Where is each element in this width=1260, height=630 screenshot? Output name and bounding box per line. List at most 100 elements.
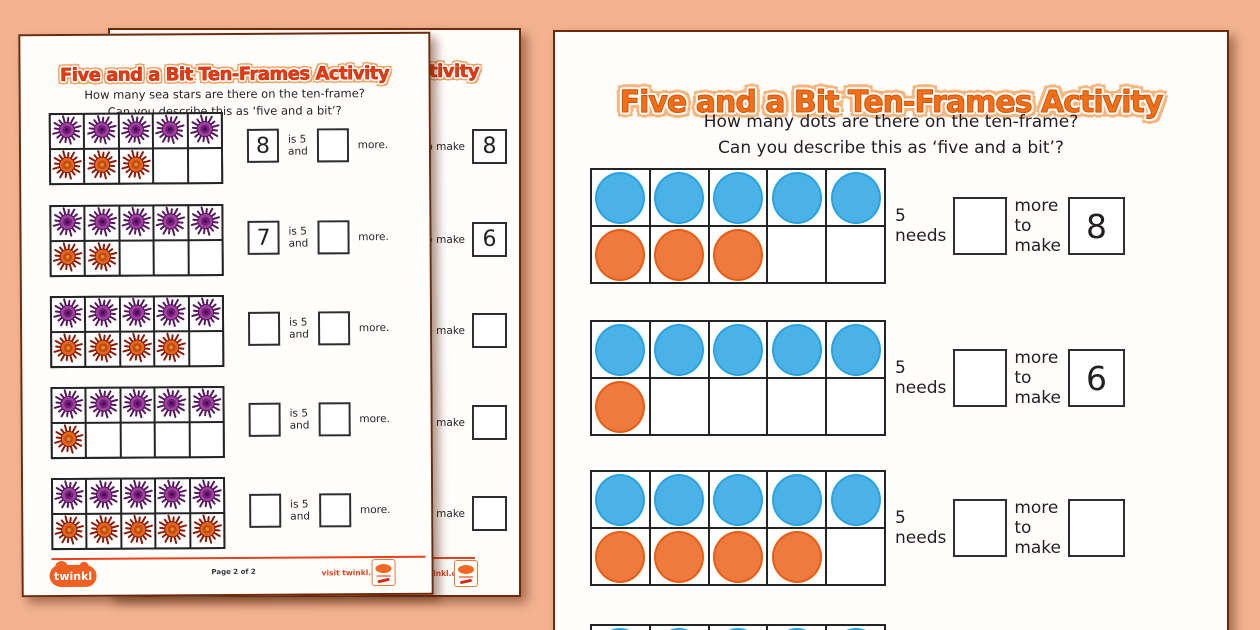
page-title: Five and a Bit Ten-Frames Activity: [619, 84, 1164, 120]
make-box: 8: [1068, 197, 1125, 255]
total-box: [249, 493, 282, 528]
sea-star-purple-icon: [52, 206, 83, 240]
ten-frame-cell: [189, 241, 222, 275]
blue-dot-icon: [654, 473, 705, 526]
ten-frame-cell: [122, 514, 155, 548]
sentence-label: is 5 and: [290, 498, 311, 523]
make-box: 8: [472, 129, 507, 164]
instruction-line-1: How many sea stars are there on the ten-…: [84, 86, 365, 102]
blue-dot-icon: [712, 323, 763, 376]
blue-dot-icon: [830, 473, 881, 526]
make-box: [472, 313, 507, 348]
ten-frame-cell: [650, 227, 708, 282]
ten-frame-cell: [592, 322, 649, 377]
ten-frame-cell: [709, 626, 767, 630]
number-sentence: 5 needs more to make: [895, 498, 1125, 558]
sea-star-orange-icon: [87, 241, 117, 275]
sea-star-purple-icon: [54, 388, 84, 422]
orange-dot-icon: [771, 530, 822, 583]
blue-dot-icon: [595, 171, 646, 224]
ten-frame-cell: [188, 206, 222, 240]
ten-frame-cell: [120, 332, 154, 366]
ten-frame: [590, 320, 886, 436]
ten-frame-cell: [153, 114, 187, 148]
blue-dot-icon: [712, 473, 763, 526]
make-box: [472, 496, 507, 531]
bit-answer-box: [317, 311, 350, 346]
blue-dot-icon: [654, 171, 705, 224]
ten-frame-cell: [827, 227, 884, 282]
sentence-label: more.: [359, 503, 391, 517]
instruction-line-1: How many dots are there on the ten-frame…: [703, 112, 1079, 132]
sentence-label: 5 needs: [895, 508, 947, 548]
bit-answer-box: [318, 402, 351, 437]
needs-answer-box: [953, 197, 1008, 255]
ten-frame-cell: [768, 626, 826, 630]
ten-frame-cell: [121, 423, 155, 457]
ten-frame-cell: [85, 241, 119, 275]
ten-frame-cell: [156, 514, 190, 548]
visit-link: visit twinkl.com: [402, 569, 469, 578]
sea-star-purple-icon: [86, 114, 117, 148]
sea-star-purple-icon: [156, 206, 186, 239]
ten-frame-cell: [50, 149, 84, 184]
ten-frame-cell: [827, 529, 884, 584]
sea-star-orange-icon: [123, 514, 153, 547]
orange-dot-icon: [595, 228, 646, 281]
blue-dot-icon: [771, 473, 822, 526]
sea-star-orange-icon: [156, 332, 187, 365]
number-sentence: 7 is 5 and more.: [247, 220, 389, 255]
ten-frame-cell: [120, 206, 153, 240]
ten-frame-cell: [189, 297, 223, 331]
ten-frame-cell: [85, 114, 118, 148]
sea-star-purple-icon: [87, 297, 118, 331]
ten-frame: [49, 295, 225, 369]
ten-frame-cell: [85, 149, 118, 183]
sentence-label: is 5 and: [289, 407, 310, 432]
ten-frame-cell: [86, 332, 120, 366]
ten-frame-cell: [592, 170, 649, 225]
ten-frame-cell: [650, 379, 708, 434]
blue-dot-icon: [712, 171, 763, 224]
ten-frame-cell: [190, 514, 224, 548]
make-box: [472, 405, 507, 440]
blue-dot-icon: [830, 323, 881, 376]
sentence-label: is 5 and: [287, 133, 308, 158]
sentence-label: is 5 and: [289, 316, 309, 341]
ten-frame-cell: [189, 332, 223, 366]
ten-frame-cell: [121, 479, 155, 513]
twinkl-blob-icon: [375, 563, 392, 574]
ten-frame-cell: [768, 227, 826, 282]
sea-star-orange-icon: [53, 241, 83, 275]
ten-frame-cell: [155, 332, 188, 366]
ten-frame-cell: [188, 149, 222, 183]
twinkl-badge-icon: [454, 560, 478, 587]
ten-frame-cell: [87, 423, 120, 457]
sentence-label: is 5 and: [288, 225, 309, 250]
ten-frame: [48, 112, 224, 186]
ten-frame-cell: [154, 149, 187, 183]
ten-frame-cell: [592, 529, 649, 584]
twinkl-blob-icon: [458, 565, 474, 574]
sea-star-purple-icon: [191, 297, 221, 330]
instruction-line-2: Can you describe this as ‘five and a bit…: [718, 138, 1064, 158]
sea-star-purple-icon: [155, 114, 185, 147]
ten-frame-cell: [86, 297, 119, 331]
sentence-label: more to make: [1014, 196, 1062, 256]
ten-frame-cell: [87, 514, 121, 548]
sea-star-purple-icon: [191, 388, 221, 421]
sentence-label: more.: [358, 231, 389, 244]
sea-star-purple-icon: [190, 114, 220, 147]
ten-frame-cell: [154, 206, 188, 240]
orange-dot-icon: [654, 530, 705, 583]
ten-frame-cell: [827, 170, 884, 225]
ten-frame: [590, 624, 886, 630]
total-box: [247, 311, 281, 346]
sea-star-orange-icon: [192, 514, 222, 547]
sentence-label: more.: [358, 322, 390, 335]
blue-dot-icon: [595, 323, 646, 376]
ten-frame-cell: [155, 297, 188, 331]
ten-frame-cell: [190, 423, 223, 457]
